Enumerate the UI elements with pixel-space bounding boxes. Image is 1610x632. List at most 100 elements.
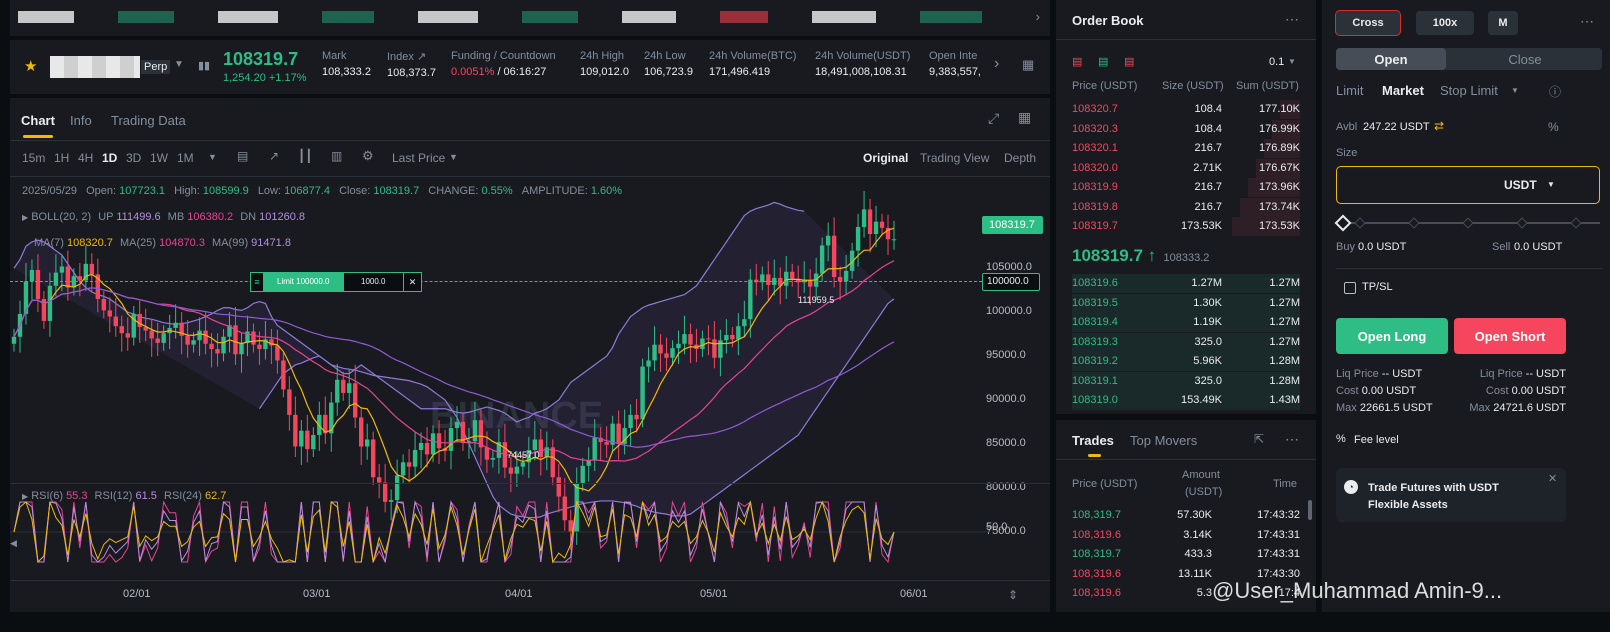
more-icon[interactable]: ⋯: [1285, 11, 1299, 27]
margin-mode-button[interactable]: Cross: [1335, 10, 1401, 36]
slider-handle[interactable]: [1334, 214, 1352, 232]
limit-order-line[interactable]: [10, 281, 982, 282]
ticker-item-redacted[interactable]: [920, 11, 982, 23]
bid-row[interactable]: 108319.3 325.0 1.27M: [1056, 332, 1316, 352]
tab-info[interactable]: Info: [70, 113, 92, 128]
ticker-item-redacted[interactable]: [218, 11, 278, 23]
info-icon[interactable]: ⓘ: [1549, 85, 1562, 99]
ticker-item-redacted[interactable]: [720, 11, 768, 23]
interval-1d[interactable]: 1D: [102, 151, 118, 165]
slider-tick[interactable]: [1516, 217, 1528, 229]
slider-tick[interactable]: [1354, 217, 1366, 229]
tab-trades[interactable]: Trades: [1072, 433, 1114, 448]
leverage-button[interactable]: 100x: [1416, 11, 1474, 35]
size-unit[interactable]: USDT: [1504, 178, 1537, 192]
last-price-select[interactable]: Last Price: [392, 151, 446, 165]
close-icon[interactable]: ✕: [403, 273, 421, 291]
more-icon[interactable]: ⋯: [1285, 431, 1299, 447]
trades-scrollbar[interactable]: [1308, 500, 1312, 520]
chevron-down-icon[interactable]: ▼: [174, 59, 184, 70]
interval-1w[interactable]: 1W: [150, 151, 168, 165]
book-icon[interactable]: ▮▮: [198, 60, 211, 72]
limit-order-widget[interactable]: ≡ Limit 100000.0 1000.0 ✕: [250, 272, 422, 292]
ask-row[interactable]: 108320.3 108.4 176.99K: [1056, 119, 1316, 139]
slider-tick[interactable]: [1570, 217, 1582, 229]
interval-15m[interactable]: 15m: [22, 151, 46, 165]
bid-row[interactable]: 108319.6 1.27M 1.27M: [1056, 274, 1316, 293]
open-tab[interactable]: Open: [1336, 48, 1446, 70]
fee-level-link[interactable]: Fee level: [1354, 434, 1399, 446]
interval-1m[interactable]: 1M: [177, 151, 194, 165]
tpsl-checkbox[interactable]: [1344, 282, 1356, 294]
bid-row[interactable]: 108319.1 325.0 1.28M: [1056, 371, 1316, 391]
promo-card[interactable]: ◔ Trade Futures with USDT Flexible Asset…: [1336, 468, 1566, 522]
slider-tick[interactable]: [1408, 217, 1420, 229]
ask-row[interactable]: 108319.8 216.7 173.74K: [1056, 197, 1316, 217]
ask-row[interactable]: 108320.7 108.4 177.10K: [1056, 100, 1316, 119]
precision-select[interactable]: 0.1: [1269, 56, 1285, 68]
view-depth[interactable]: Depth: [1004, 151, 1037, 165]
axis-settings-icon[interactable]: ⇕: [1008, 588, 1019, 602]
interval-4h[interactable]: 4H: [78, 151, 94, 165]
chevron-down-icon[interactable]: ▼: [1511, 86, 1519, 95]
studies-icon[interactable]: ▥: [331, 149, 343, 163]
ticker-item-redacted[interactable]: [622, 11, 676, 23]
ask-row[interactable]: 108320.0 2.71K 176.67K: [1056, 158, 1316, 178]
chevron-down-icon[interactable]: ▼: [1547, 180, 1555, 189]
interval-3d[interactable]: 3D: [126, 151, 142, 165]
tab-top-movers[interactable]: Top Movers: [1130, 433, 1198, 448]
order-type-market[interactable]: Market: [1382, 83, 1424, 98]
more-icon[interactable]: ⋯: [1580, 13, 1594, 29]
open-short-button[interactable]: Open Short: [1454, 318, 1566, 354]
collapse-left-icon[interactable]: ◀: [10, 538, 17, 548]
bid-row[interactable]: 108319.4 1.19K 1.27M: [1056, 313, 1316, 332]
transfer-icon[interactable]: ⇄: [1434, 119, 1445, 133]
ticker-item-redacted[interactable]: [522, 11, 578, 23]
view-tradingview[interactable]: Trading View: [920, 151, 990, 165]
interval-1h[interactable]: 1H: [54, 151, 70, 165]
chevron-down-icon[interactable]: ▼: [208, 152, 217, 162]
view-original[interactable]: Original: [863, 151, 909, 165]
grid-layout-icon[interactable]: ▦: [1018, 109, 1032, 125]
close-icon[interactable]: ✕: [1548, 473, 1558, 485]
close-tab[interactable]: Close: [1448, 48, 1602, 70]
tab-chart[interactable]: Chart: [21, 113, 55, 128]
limit-order-qty[interactable]: 1000.0: [361, 277, 386, 286]
order-type-stop-limit[interactable]: Stop Limit: [1440, 83, 1498, 98]
popout-icon[interactable]: ⇱: [1254, 432, 1265, 446]
ticker-item-redacted[interactable]: [418, 11, 478, 23]
ask-row[interactable]: 108319.7 173.53K 173.53K: [1056, 217, 1316, 236]
candlestick-chart[interactable]: BINANCE: [10, 178, 1050, 563]
chevron-right-icon[interactable]: ›: [994, 55, 1000, 72]
ob-view-both-icon[interactable]: ▤: [1072, 56, 1083, 68]
collapse-icon[interactable]: ▶: [22, 492, 29, 501]
chevron-down-icon[interactable]: ▼: [1288, 57, 1296, 66]
ticker-item-redacted[interactable]: [812, 11, 876, 23]
expand-icon[interactable]: ⤢: [988, 110, 1000, 126]
order-type-limit[interactable]: Limit: [1336, 83, 1364, 98]
candle-type-icon[interactable]: ┃┃: [298, 149, 313, 163]
ob-view-bids-icon[interactable]: ▤: [1098, 56, 1109, 68]
ob-view-asks-icon[interactable]: ▤: [1124, 56, 1135, 68]
chevron-down-icon[interactable]: ▼: [449, 152, 458, 162]
draw-line-icon[interactable]: ↗: [269, 149, 280, 163]
ticker-item-redacted[interactable]: [18, 11, 74, 23]
chevron-right-icon[interactable]: ›: [1035, 9, 1040, 24]
calculator-icon[interactable]: %: [1548, 120, 1559, 134]
settings-icon[interactable]: ▦: [1022, 57, 1035, 72]
slider-tick[interactable]: [1462, 217, 1474, 229]
ask-row[interactable]: 108319.9 216.7 173.96K: [1056, 178, 1316, 197]
size-input[interactable]: USDT ▼: [1336, 166, 1600, 204]
asset-mode-button[interactable]: M: [1488, 11, 1518, 35]
indicator-icon[interactable]: ▤: [237, 149, 249, 163]
star-icon[interactable]: ★: [24, 58, 38, 75]
ask-row[interactable]: 108320.1 216.7 176.89K: [1056, 139, 1316, 158]
drag-handle-icon[interactable]: ≡: [251, 273, 264, 291]
bid-row[interactable]: 108319.5 1.30K 1.27M: [1056, 293, 1316, 313]
tab-trading-data[interactable]: Trading Data: [111, 113, 186, 128]
ticker-item-redacted[interactable]: [322, 11, 374, 23]
bid-row[interactable]: 108319.2 5.96K 1.28M: [1056, 352, 1316, 371]
gear-icon[interactable]: ⚙: [362, 148, 374, 163]
bid-row[interactable]: 108319.0 153.49K 1.43M: [1056, 391, 1316, 410]
collapse-icon[interactable]: ▶: [22, 213, 29, 222]
